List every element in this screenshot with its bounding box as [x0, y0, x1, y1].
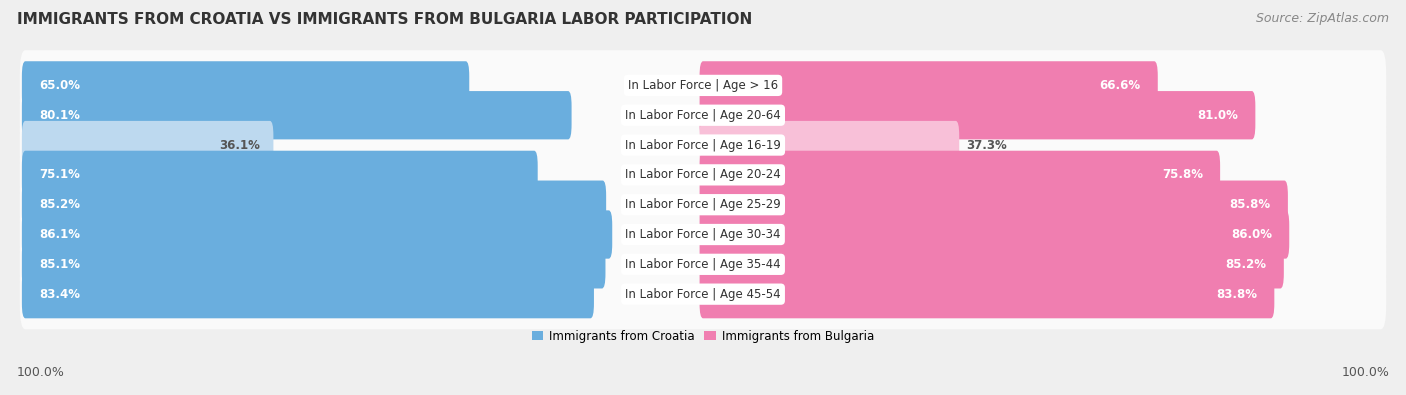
- FancyBboxPatch shape: [700, 61, 1157, 109]
- FancyBboxPatch shape: [20, 110, 1386, 180]
- FancyBboxPatch shape: [20, 169, 1386, 240]
- FancyBboxPatch shape: [22, 121, 273, 169]
- FancyBboxPatch shape: [700, 240, 1284, 288]
- Text: 86.1%: 86.1%: [39, 228, 80, 241]
- Text: 86.0%: 86.0%: [1232, 228, 1272, 241]
- Text: 100.0%: 100.0%: [1341, 366, 1389, 379]
- Text: In Labor Force | Age > 16: In Labor Force | Age > 16: [628, 79, 778, 92]
- Text: 80.1%: 80.1%: [39, 109, 80, 122]
- FancyBboxPatch shape: [20, 80, 1386, 150]
- Text: 85.1%: 85.1%: [39, 258, 80, 271]
- FancyBboxPatch shape: [22, 211, 612, 259]
- Text: 66.6%: 66.6%: [1099, 79, 1140, 92]
- FancyBboxPatch shape: [22, 91, 572, 139]
- Text: 85.2%: 85.2%: [1226, 258, 1267, 271]
- FancyBboxPatch shape: [20, 50, 1386, 120]
- Text: In Labor Force | Age 30-34: In Labor Force | Age 30-34: [626, 228, 780, 241]
- FancyBboxPatch shape: [20, 199, 1386, 270]
- Text: 83.8%: 83.8%: [1216, 288, 1257, 301]
- FancyBboxPatch shape: [22, 181, 606, 229]
- Text: 81.0%: 81.0%: [1198, 109, 1239, 122]
- Text: 75.8%: 75.8%: [1161, 168, 1204, 181]
- Legend: Immigrants from Croatia, Immigrants from Bulgaria: Immigrants from Croatia, Immigrants from…: [527, 325, 879, 347]
- FancyBboxPatch shape: [22, 61, 470, 109]
- Text: 75.1%: 75.1%: [39, 168, 80, 181]
- Text: 100.0%: 100.0%: [17, 366, 65, 379]
- Text: In Labor Force | Age 16-19: In Labor Force | Age 16-19: [626, 139, 780, 152]
- Text: IMMIGRANTS FROM CROATIA VS IMMIGRANTS FROM BULGARIA LABOR PARTICIPATION: IMMIGRANTS FROM CROATIA VS IMMIGRANTS FR…: [17, 12, 752, 27]
- Text: 83.4%: 83.4%: [39, 288, 80, 301]
- FancyBboxPatch shape: [700, 181, 1288, 229]
- Text: 85.2%: 85.2%: [39, 198, 80, 211]
- FancyBboxPatch shape: [700, 121, 959, 169]
- FancyBboxPatch shape: [22, 240, 606, 288]
- Text: 65.0%: 65.0%: [39, 79, 80, 92]
- Text: In Labor Force | Age 20-64: In Labor Force | Age 20-64: [626, 109, 780, 122]
- Text: 85.8%: 85.8%: [1230, 198, 1271, 211]
- FancyBboxPatch shape: [700, 151, 1220, 199]
- FancyBboxPatch shape: [22, 151, 537, 199]
- Text: In Labor Force | Age 20-24: In Labor Force | Age 20-24: [626, 168, 780, 181]
- Text: In Labor Force | Age 25-29: In Labor Force | Age 25-29: [626, 198, 780, 211]
- FancyBboxPatch shape: [700, 211, 1289, 259]
- Text: 36.1%: 36.1%: [219, 139, 260, 152]
- FancyBboxPatch shape: [700, 91, 1256, 139]
- Text: Source: ZipAtlas.com: Source: ZipAtlas.com: [1256, 12, 1389, 25]
- FancyBboxPatch shape: [20, 140, 1386, 210]
- FancyBboxPatch shape: [700, 270, 1274, 318]
- FancyBboxPatch shape: [20, 259, 1386, 329]
- FancyBboxPatch shape: [22, 270, 593, 318]
- Text: In Labor Force | Age 35-44: In Labor Force | Age 35-44: [626, 258, 780, 271]
- FancyBboxPatch shape: [20, 229, 1386, 299]
- Text: 37.3%: 37.3%: [966, 139, 1007, 152]
- Text: In Labor Force | Age 45-54: In Labor Force | Age 45-54: [626, 288, 780, 301]
